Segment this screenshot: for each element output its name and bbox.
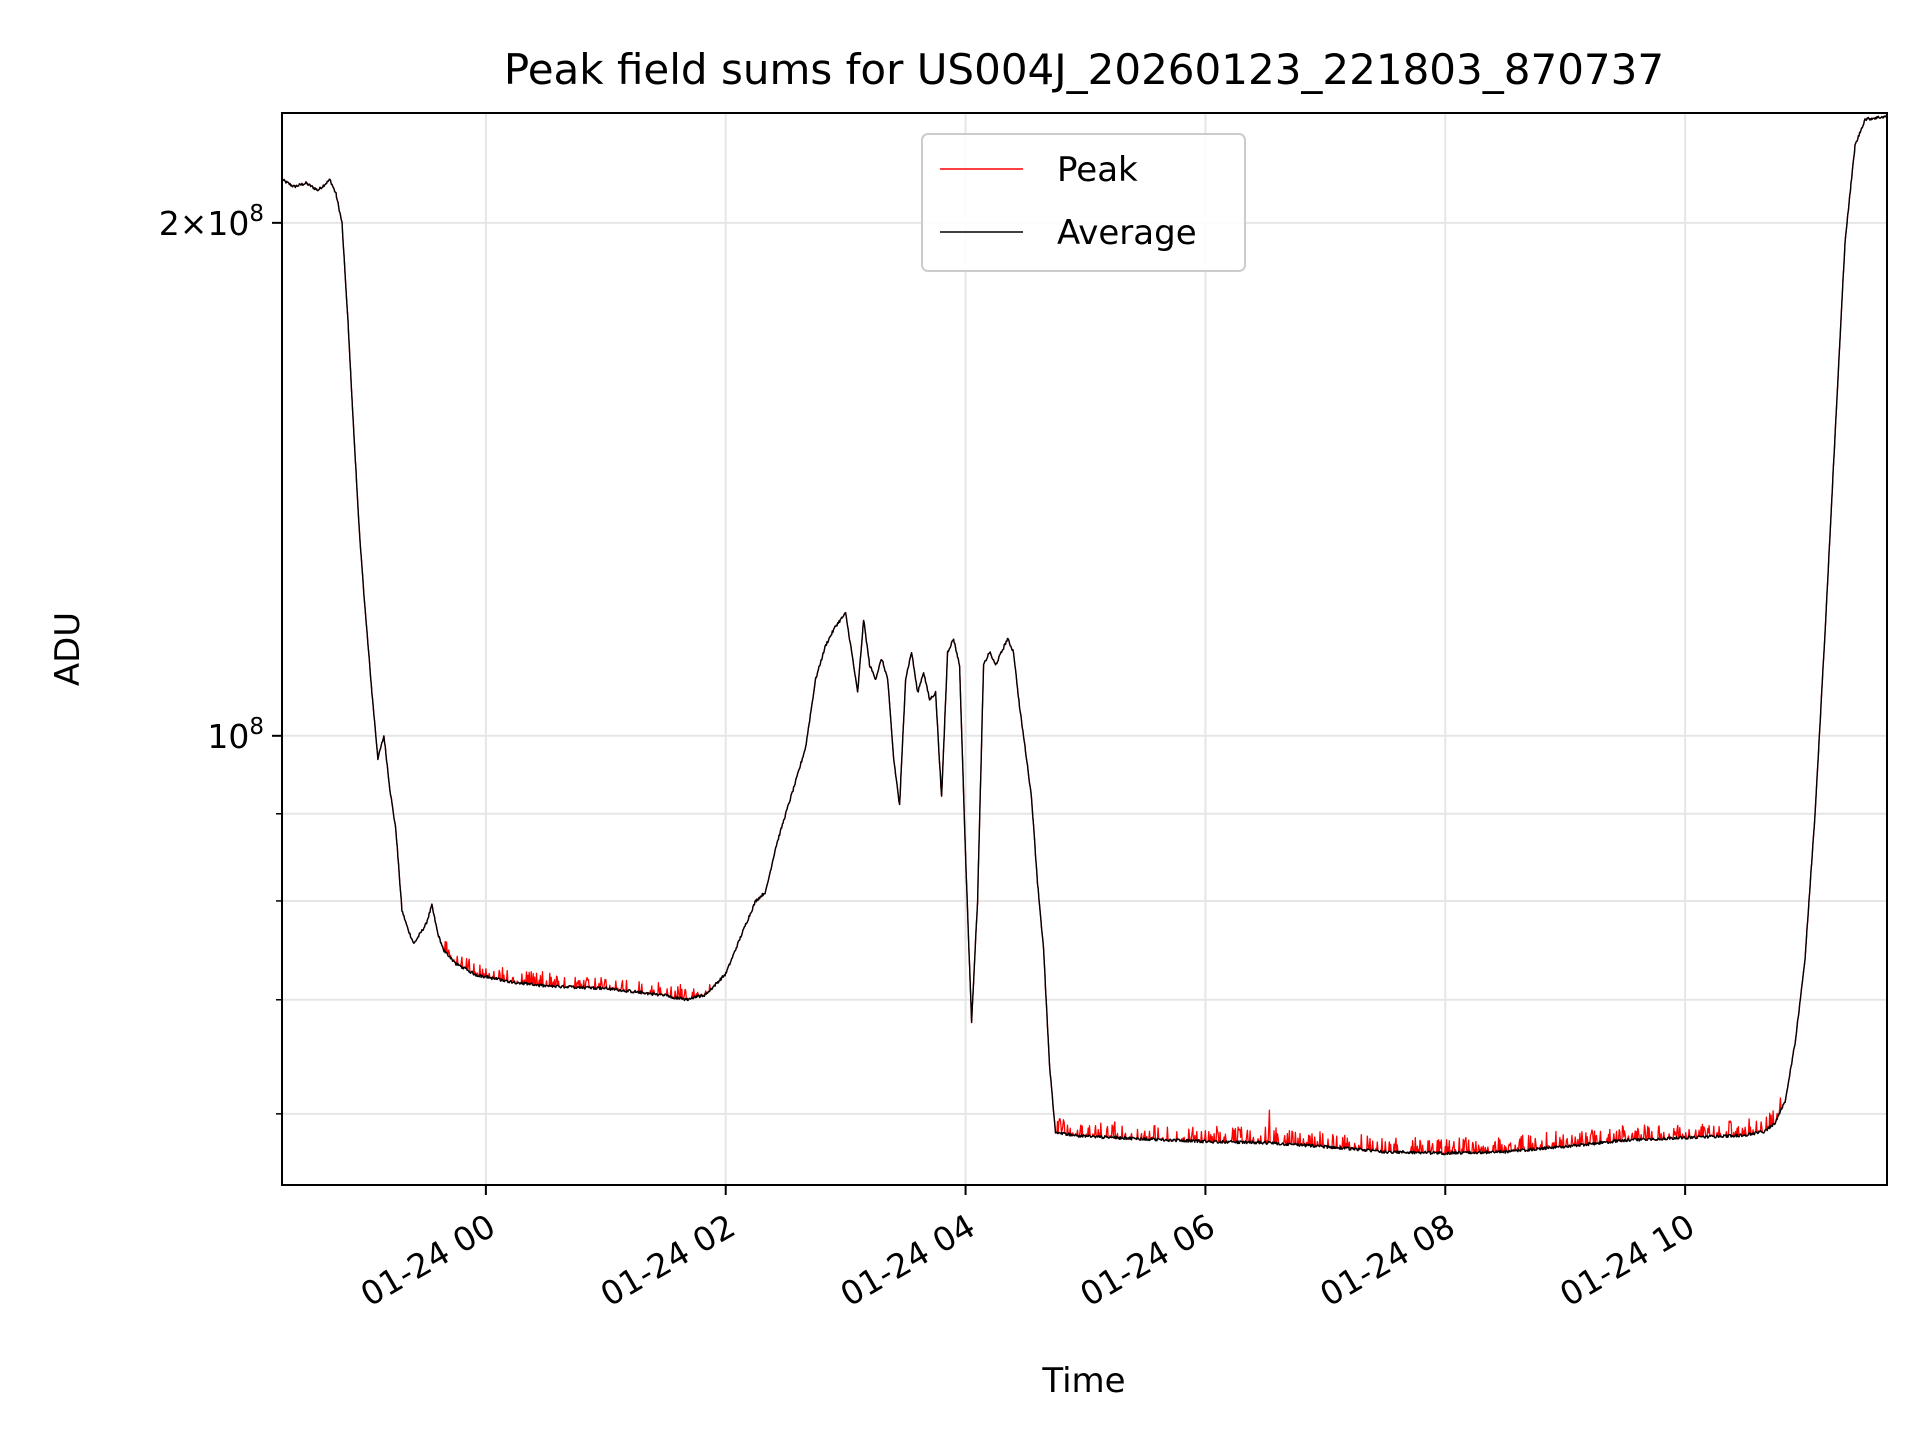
chart-title: Peak field sums for US004J_20260123_2218… <box>504 45 1664 94</box>
legend-label-peak: Peak <box>1057 150 1138 190</box>
y-tick-label: 108 <box>207 714 264 756</box>
x-axis-label: Time <box>1041 1361 1125 1401</box>
grid <box>282 113 1887 1185</box>
plot-frame <box>281 112 1888 1186</box>
average-line <box>281 114 1888 1156</box>
y-tick-label: 2×108 <box>159 201 264 243</box>
legend-label-average: Average <box>1057 213 1197 253</box>
legend: Peak Average <box>921 133 1246 272</box>
average-series <box>281 114 1888 1156</box>
y-axis-ticks: 108 2×108 <box>159 201 282 1115</box>
y-axis-label: ADU <box>48 612 88 686</box>
